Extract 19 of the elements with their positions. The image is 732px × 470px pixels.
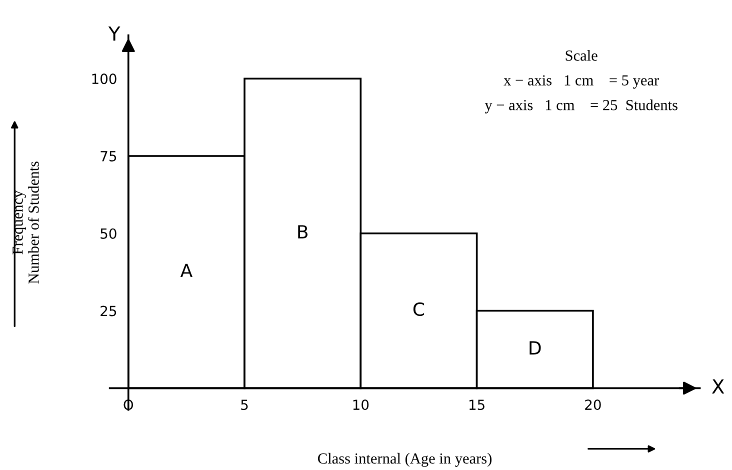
x-tick-label: 10	[353, 400, 369, 410]
annotation: x − axis 1 cm = 5 year	[504, 75, 659, 89]
annotation: D	[530, 341, 541, 354]
x-tick-label: 15	[469, 400, 484, 410]
x-tick-label: 5	[241, 400, 248, 410]
annotation: B	[298, 225, 308, 238]
annotation: y − axis 1 cm = 25 Students	[484, 100, 678, 114]
annotation: A	[180, 264, 192, 278]
annotation: Scale	[566, 50, 598, 61]
y-axis-title: Frequency Number of Students	[12, 162, 39, 284]
text: X	[712, 379, 724, 394]
x-axis-title: Class internal (Age in years)	[318, 452, 492, 467]
annotation: C	[413, 302, 424, 316]
x-tick-label: 20	[585, 400, 601, 410]
y-tick-label: 50	[100, 228, 116, 239]
y-tick-label: 100	[92, 74, 116, 84]
y-tick-label: 25	[100, 306, 116, 316]
annotation: Y	[108, 26, 120, 41]
y-tick-label: 75	[100, 151, 116, 162]
